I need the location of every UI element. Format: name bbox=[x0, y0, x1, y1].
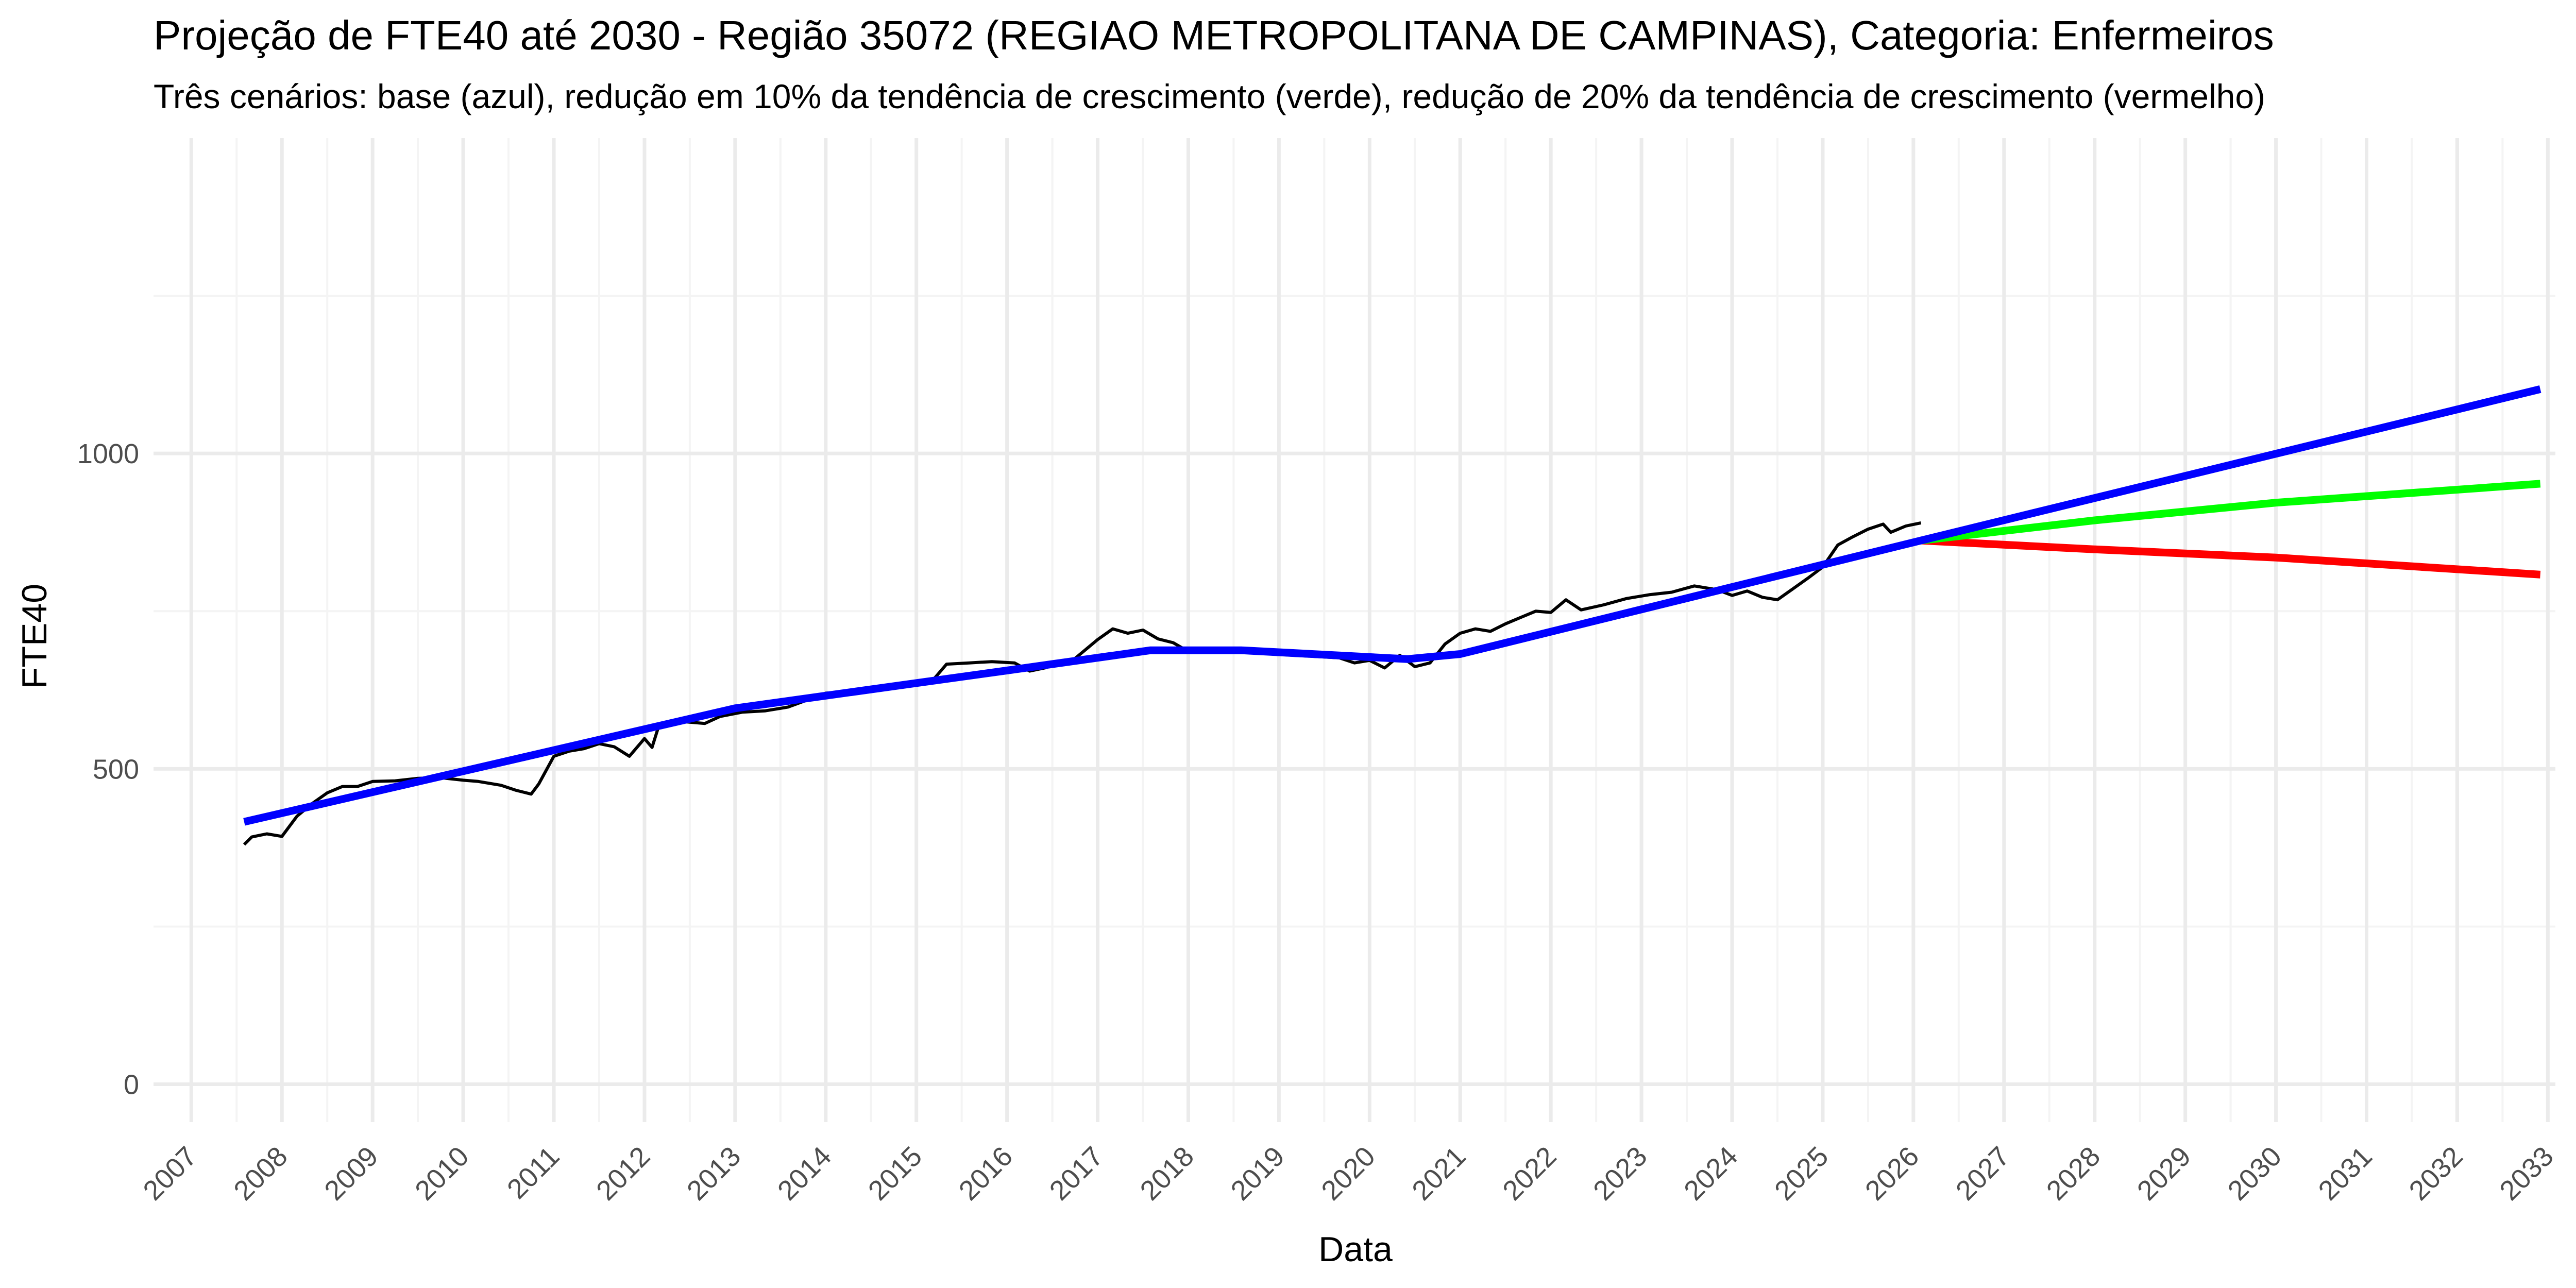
series-group bbox=[243, 385, 2541, 846]
chart-title: Projeção de FTE40 até 2030 - Região 3507… bbox=[154, 12, 2274, 58]
chart-subtitle: Três cenários: base (azul), redução em 1… bbox=[154, 77, 2265, 115]
series-line-base bbox=[243, 385, 2541, 826]
grid bbox=[154, 138, 2555, 1122]
y-tick-label: 1000 bbox=[77, 438, 139, 469]
y-axis-title: FTE40 bbox=[15, 584, 54, 689]
series-line-observed bbox=[243, 521, 1922, 846]
y-tick-label: 500 bbox=[93, 754, 139, 785]
series-line-reduction_20 bbox=[1921, 536, 2541, 579]
series-line-reduction_10 bbox=[1920, 480, 2541, 545]
y-tick-label: 0 bbox=[124, 1070, 139, 1100]
x-axis-title: Data bbox=[1318, 1230, 1393, 1269]
